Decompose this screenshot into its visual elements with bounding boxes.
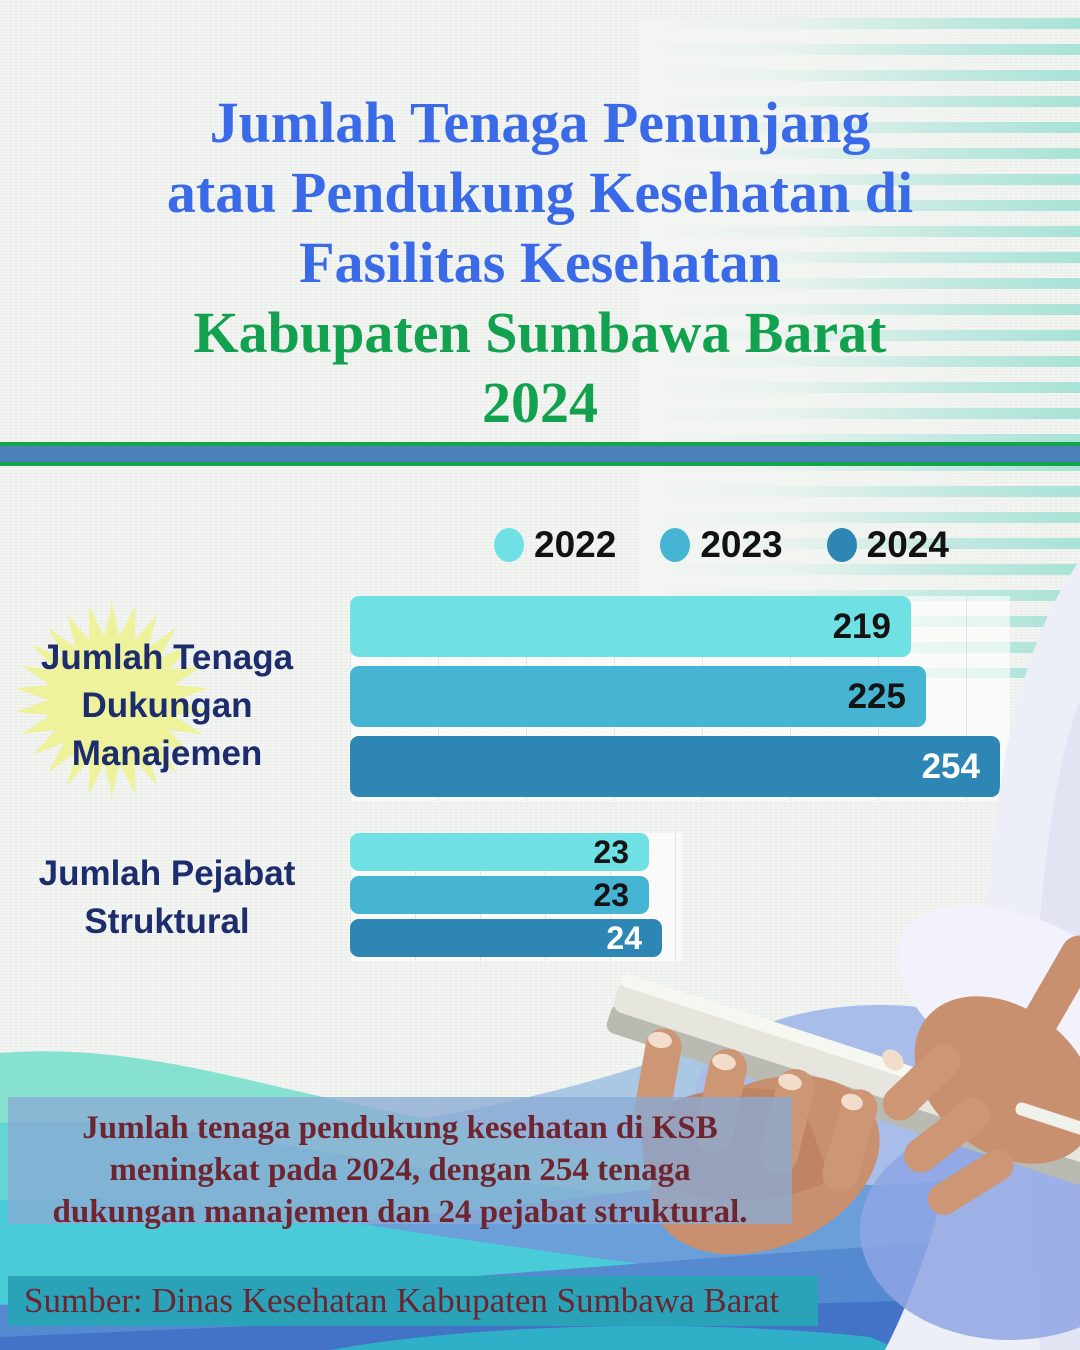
bar-2023-group1: 225 (350, 666, 926, 727)
bar-value-label: 23 (593, 876, 629, 913)
callout-line-3: dukungan manajemen dan 24 pejabat strukt… (52, 1194, 748, 1230)
category-1-line-1: Jumlah Tenaga (40, 638, 294, 677)
bar-value-label: 24 (606, 919, 642, 956)
legend-dot-icon (660, 528, 691, 562)
legend-label: 2024 (866, 524, 949, 565)
title-line-2: atau Pendukung Kesehatan di (166, 160, 914, 225)
category-1-line-2: Dukungan (81, 686, 253, 725)
bar-2024-group1: 254 (350, 736, 1000, 797)
category-label-dukungan-manajemen: Jumlah Tenaga Dukungan Manajemen (12, 634, 322, 778)
title-line-5: 2024 (482, 370, 598, 435)
legend-item-2023: 2023 (660, 524, 783, 566)
divider-bar (0, 442, 1080, 466)
title-line-4: Kabupaten Sumbawa Barat (193, 300, 887, 365)
bar-value-label: 219 (832, 606, 891, 646)
page-title: Jumlah Tenaga Penunjang atau Pendukung K… (40, 88, 1040, 438)
bar-2022-group2: 23 (350, 833, 649, 871)
bar-2024-group2: 24 (350, 919, 662, 957)
source-bar: Sumber: Dinas Kesehatan Kabupaten Sumbaw… (8, 1276, 818, 1326)
category-2-line-1: Jumlah Pejabat (38, 854, 296, 893)
callout-line-1: Jumlah tenaga pendukung kesehatan di KSB (82, 1110, 718, 1146)
starburst-shape (15, 603, 209, 797)
category-2-line-2: Struktural (84, 902, 250, 941)
bar-value-label: 254 (921, 746, 980, 786)
legend-dot-icon (494, 528, 524, 562)
title-line-1: Jumlah Tenaga Penunjang (209, 90, 871, 155)
bar-value-label: 23 (593, 833, 629, 870)
title-line-3: Fasilitas Kesehatan (299, 230, 781, 295)
summary-callout: Jumlah tenaga pendukung kesehatan di KSB… (8, 1097, 792, 1230)
legend-item-2024: 2024 (826, 524, 949, 566)
callout-line-2: meningkat pada 2024, dengan 254 tenaga (109, 1152, 691, 1188)
source-text: Sumber: Dinas Kesehatan Kabupaten Sumbaw… (24, 1281, 780, 1320)
plot-group-1: 219 225 254 (350, 596, 1010, 801)
bar-value-label: 225 (847, 676, 906, 716)
bar-2022-group1: 219 (350, 596, 911, 657)
legend-label: 2023 (700, 524, 783, 565)
legend-dot-icon (826, 528, 857, 562)
category-1-line-3: Manajemen (71, 734, 263, 773)
plot-group-2: 23 23 24 (350, 833, 682, 961)
bar-2023-group2: 23 (350, 876, 649, 914)
legend-label: 2022 (534, 524, 617, 565)
chart-legend: 2022 2023 2024 (494, 524, 949, 566)
legend-item-2022: 2022 (494, 524, 616, 566)
category-label-pejabat-struktural: Jumlah Pejabat Struktural (12, 850, 322, 946)
